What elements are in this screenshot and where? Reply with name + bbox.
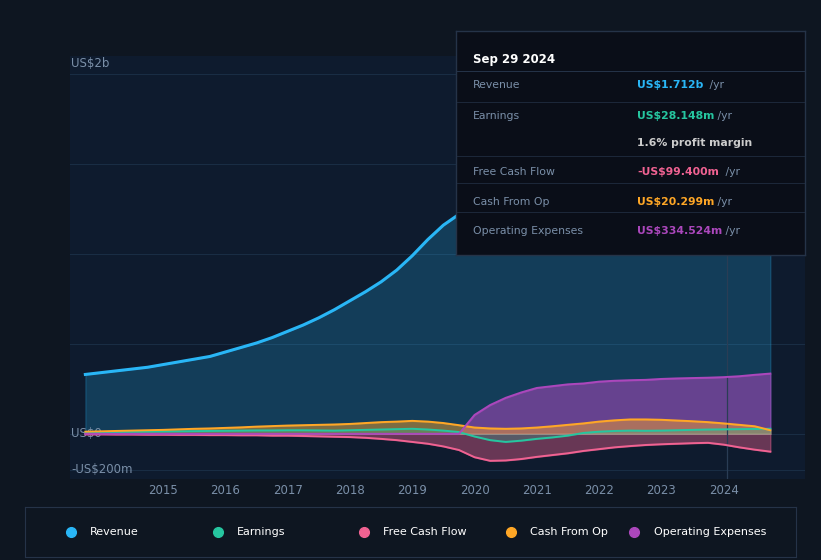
- Text: -US$200m: -US$200m: [71, 463, 133, 477]
- Text: Earnings: Earnings: [473, 111, 521, 122]
- Text: Earnings: Earnings: [237, 527, 286, 537]
- Text: Cash From Op: Cash From Op: [530, 527, 608, 537]
- Text: Operating Expenses: Operating Expenses: [473, 226, 583, 236]
- Text: Cash From Op: Cash From Op: [473, 197, 549, 207]
- Text: Sep 29 2024: Sep 29 2024: [473, 53, 555, 66]
- Text: /yr: /yr: [722, 167, 740, 178]
- Text: Revenue: Revenue: [90, 527, 139, 537]
- Text: Operating Expenses: Operating Expenses: [654, 527, 766, 537]
- Text: US$1.712b: US$1.712b: [637, 80, 704, 90]
- Text: 1.6% profit margin: 1.6% profit margin: [637, 138, 752, 148]
- Text: -US$99.400m: -US$99.400m: [637, 167, 719, 178]
- Text: /yr: /yr: [713, 197, 732, 207]
- Text: US$334.524m: US$334.524m: [637, 226, 722, 236]
- Text: US$0: US$0: [71, 427, 102, 440]
- Text: /yr: /yr: [713, 111, 732, 122]
- Text: Free Cash Flow: Free Cash Flow: [473, 167, 555, 178]
- Text: US$28.148m: US$28.148m: [637, 111, 714, 122]
- Text: US$2b: US$2b: [71, 57, 110, 70]
- Text: /yr: /yr: [706, 80, 724, 90]
- Text: Revenue: Revenue: [473, 80, 521, 90]
- Text: /yr: /yr: [722, 226, 740, 236]
- Text: US$20.299m: US$20.299m: [637, 197, 714, 207]
- Text: Free Cash Flow: Free Cash Flow: [383, 527, 467, 537]
